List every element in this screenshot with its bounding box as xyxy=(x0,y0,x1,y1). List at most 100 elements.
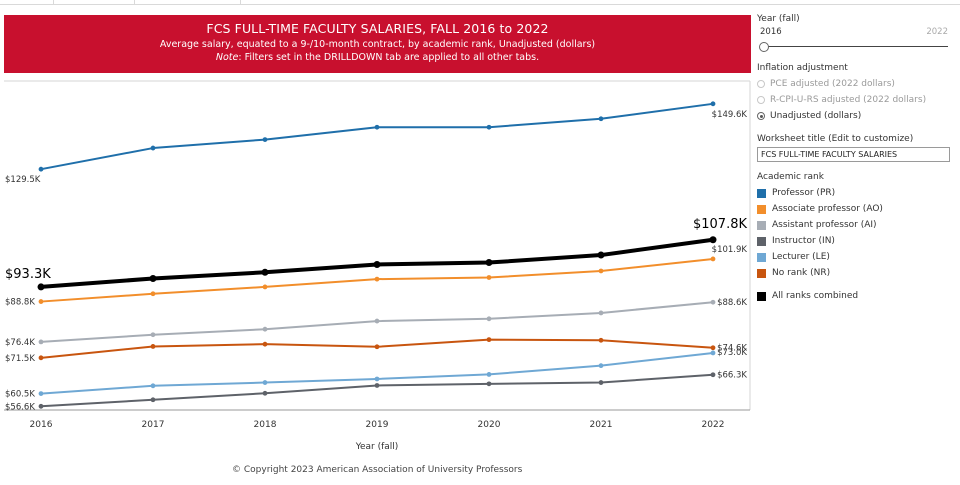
x-tick-label: 2018 xyxy=(254,420,277,430)
x-axis-title: Year (fall) xyxy=(355,442,399,452)
radio-label: Unadjusted (dollars) xyxy=(770,111,862,121)
data-point[interactable] xyxy=(262,380,268,385)
data-point[interactable] xyxy=(486,372,492,377)
data-point[interactable] xyxy=(486,124,492,130)
rank-legend-label: Academic rank xyxy=(757,172,824,182)
data-point[interactable] xyxy=(710,350,716,356)
x-tick-label: 2020 xyxy=(478,420,501,430)
data-point[interactable] xyxy=(374,318,380,324)
worksheet-title-input[interactable] xyxy=(757,147,950,162)
data-point[interactable] xyxy=(262,390,268,396)
data-point[interactable] xyxy=(374,383,380,388)
legend-swatch xyxy=(757,204,766,214)
dashboard-tabs xyxy=(0,0,960,5)
data-point[interactable] xyxy=(261,268,269,276)
legend-item[interactable]: No rank (NR) xyxy=(757,265,957,281)
legend-item[interactable]: Instructor (IN) xyxy=(757,233,957,249)
data-point[interactable] xyxy=(150,145,156,151)
legend-label: Professor (PR) xyxy=(772,188,836,198)
data-point[interactable] xyxy=(262,284,268,290)
radio-unadjusted[interactable]: Unadjusted (dollars) xyxy=(757,108,957,124)
data-point[interactable] xyxy=(374,124,380,130)
legend-item[interactable]: Lecturer (LE) xyxy=(757,249,957,265)
data-point[interactable] xyxy=(262,326,268,332)
data-point[interactable] xyxy=(374,344,380,350)
data-point[interactable] xyxy=(598,337,604,343)
data-point[interactable] xyxy=(373,260,381,268)
radio-label: PCE adjusted (2022 dollars) xyxy=(770,79,895,89)
salary-line-chart: 2016 2017 2018 2019 2020 2021 2022 Year (fall) $… xyxy=(4,80,751,452)
data-point[interactable] xyxy=(710,299,716,305)
radio-rcpi[interactable]: R-CPI-U-RS adjusted (2022 dollars) xyxy=(757,92,957,108)
data-point[interactable] xyxy=(38,166,44,172)
data-point[interactable] xyxy=(38,403,44,409)
data-point[interactable] xyxy=(598,363,604,369)
data-point[interactable] xyxy=(486,381,492,387)
chart-title: FCS FULL-TIME FACULTY SALARIES, FALL 201… xyxy=(206,21,549,36)
series-end-label: $107.8K xyxy=(693,217,747,232)
filter-panel: Year (fall) 2016 2022 Inflation adjustme… xyxy=(757,14,957,304)
x-tick-label: 2019 xyxy=(366,420,389,430)
year-range-slider[interactable] xyxy=(757,41,957,53)
data-point[interactable] xyxy=(38,299,44,304)
legend-swatch xyxy=(757,291,766,301)
note-text: : Filters set in the DRILLDOWN tab are a… xyxy=(238,52,540,63)
legend-label: No rank (NR) xyxy=(772,268,831,278)
chart-header: FCS FULL-TIME FACULTY SALARIES, FALL 201… xyxy=(4,15,751,73)
inflation-filter: Inflation adjustment PCE adjusted (2022 … xyxy=(757,63,957,124)
data-point[interactable] xyxy=(262,341,268,347)
tab-1[interactable] xyxy=(0,0,54,4)
x-tick-label: 2022 xyxy=(702,420,725,430)
data-point[interactable] xyxy=(486,316,492,322)
slider-track xyxy=(762,46,948,47)
x-tick-label: 2016 xyxy=(30,420,53,430)
slider-handle[interactable] xyxy=(759,42,769,52)
tab-2[interactable] xyxy=(54,0,135,4)
data-point[interactable] xyxy=(37,283,45,291)
x-tick-label: 2021 xyxy=(590,420,613,430)
data-point[interactable] xyxy=(710,345,716,351)
data-point[interactable] xyxy=(710,372,716,378)
tab-3[interactable] xyxy=(135,0,241,4)
worksheet-title-filter: Worksheet title (Edit to customize) xyxy=(757,134,957,162)
data-point[interactable] xyxy=(150,332,156,338)
legend-swatch xyxy=(757,268,766,278)
series-line[interactable] xyxy=(40,102,714,171)
data-point[interactable] xyxy=(598,116,604,122)
data-point[interactable] xyxy=(710,101,716,107)
radio-circle-icon xyxy=(757,80,765,88)
series-end-label: $101.9K xyxy=(712,245,748,255)
note-label: Note xyxy=(215,52,239,63)
data-point[interactable] xyxy=(150,397,156,403)
data-point[interactable] xyxy=(597,251,605,259)
legend-item[interactable]: Assistant professor (AI) xyxy=(757,217,957,233)
radio-pce[interactable]: PCE adjusted (2022 dollars) xyxy=(757,76,957,92)
data-point[interactable] xyxy=(262,137,268,142)
data-point[interactable] xyxy=(486,337,492,343)
data-point[interactable] xyxy=(149,274,157,282)
data-point[interactable] xyxy=(150,291,156,297)
year-filter-label: Year (fall) xyxy=(757,14,800,24)
data-point[interactable] xyxy=(38,391,44,397)
legend-swatch xyxy=(757,220,766,230)
data-point[interactable] xyxy=(485,259,493,267)
data-point[interactable] xyxy=(598,268,604,274)
year-from-value: 2016 xyxy=(760,27,782,37)
data-point[interactable] xyxy=(150,344,156,349)
data-point[interactable] xyxy=(374,276,380,282)
x-tick-label: 2017 xyxy=(142,420,165,430)
data-point[interactable] xyxy=(710,256,716,262)
data-point[interactable] xyxy=(598,310,604,316)
data-point[interactable] xyxy=(598,380,604,385)
legend-item[interactable]: Professor (PR) xyxy=(757,185,957,201)
series-start-label: $88.8K xyxy=(5,298,35,308)
data-point[interactable] xyxy=(150,383,156,389)
data-point[interactable] xyxy=(374,376,380,382)
legend-item-combined[interactable]: All ranks combined xyxy=(757,288,957,304)
legend-item[interactable]: Associate professor (AO) xyxy=(757,201,957,217)
series-start-label: $56.6K xyxy=(5,402,35,412)
data-point[interactable] xyxy=(486,275,492,280)
data-point[interactable] xyxy=(38,355,44,361)
data-point[interactable] xyxy=(709,236,717,244)
data-point[interactable] xyxy=(38,339,44,345)
